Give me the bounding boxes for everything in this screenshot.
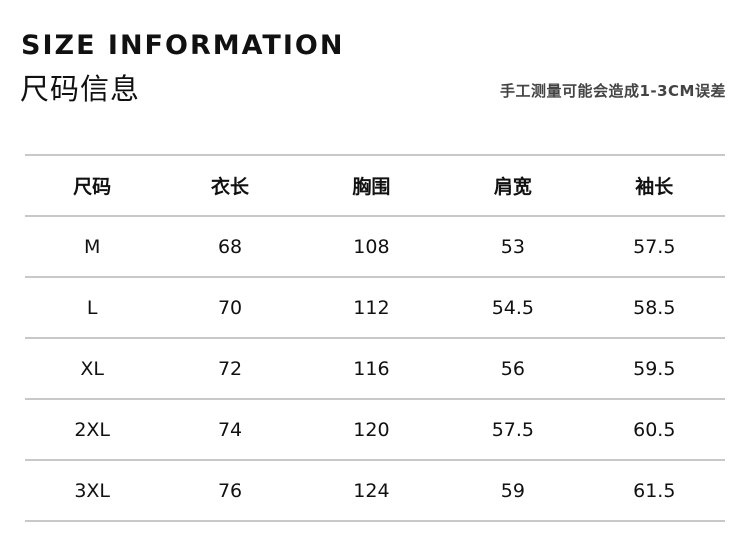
table-cell: 56 xyxy=(442,337,584,399)
table-cell: 2XL xyxy=(25,398,160,460)
table-row: 3XL 76 124 59 61.5 xyxy=(25,459,725,522)
table-cell: 59.5 xyxy=(583,337,725,399)
measurement-note: 手工测量可能会造成1-3CM误差 xyxy=(499,82,726,100)
table-cell: 57.5 xyxy=(583,215,725,277)
column-header: 衣长 xyxy=(159,154,301,216)
table-cell: XL xyxy=(25,337,160,399)
table-cell: 58.5 xyxy=(583,276,725,338)
table-cell: 72 xyxy=(159,337,301,399)
table-row: XL 72 116 56 59.5 xyxy=(25,337,725,399)
table-cell: 74 xyxy=(159,398,301,460)
table-cell: M xyxy=(25,215,160,277)
title-chinese: 尺码信息 xyxy=(20,72,141,106)
table-cell: 68 xyxy=(159,215,301,277)
table-cell: L xyxy=(25,276,160,338)
table-cell: 57.5 xyxy=(442,398,584,460)
table-cell: 124 xyxy=(300,459,443,522)
table-row: M 68 108 53 57.5 xyxy=(25,215,725,277)
title-english: SIZE INFORMATION xyxy=(21,30,345,61)
column-header: 袖长 xyxy=(583,154,725,216)
size-table: 尺码 衣长 胸围 肩宽 袖长 M 68 108 53 57.5 L 70 112 54.5 58.5 XL 72… xyxy=(25,154,725,522)
table-cell: 54.5 xyxy=(442,276,584,338)
column-header: 尺码 xyxy=(25,154,160,216)
table-cell: 60.5 xyxy=(583,398,725,460)
table-cell: 59 xyxy=(442,459,584,522)
table-cell: 76 xyxy=(159,459,301,522)
table-cell: 112 xyxy=(300,276,443,338)
column-header: 胸围 xyxy=(300,154,443,216)
table-cell: 3XL xyxy=(25,459,160,522)
table-cell: 108 xyxy=(300,215,443,277)
table-cell: 61.5 xyxy=(583,459,725,522)
column-header: 肩宽 xyxy=(442,154,584,216)
table-row: L 70 112 54.5 58.5 xyxy=(25,276,725,338)
table-cell: 120 xyxy=(300,398,443,460)
table-cell: 53 xyxy=(442,215,584,277)
table-cell: 70 xyxy=(159,276,301,338)
table-cell: 116 xyxy=(300,337,443,399)
table-row: 2XL 74 120 57.5 60.5 xyxy=(25,398,725,460)
header-row: 尺码 衣长 胸围 肩宽 袖长 xyxy=(25,154,725,216)
